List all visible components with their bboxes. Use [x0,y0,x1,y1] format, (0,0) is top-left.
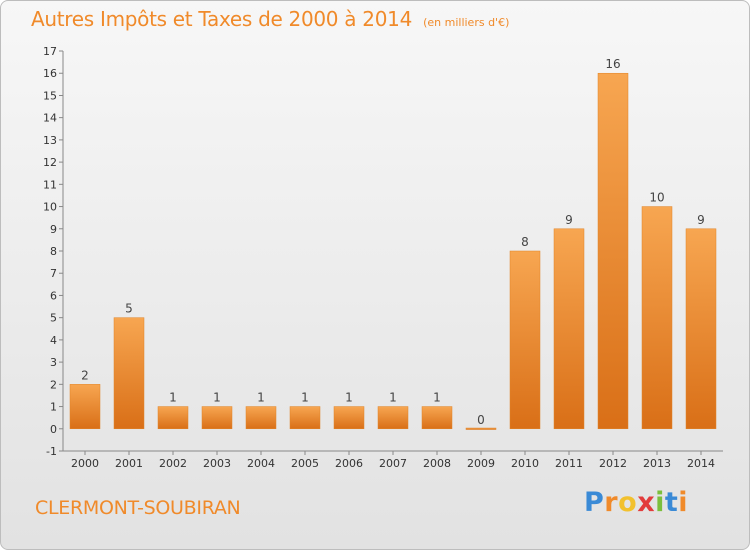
x-tick-label: 2008 [423,457,451,470]
commune-name: CLERMONT-SOUBIRAN [35,497,241,519]
bar [333,406,365,430]
bar-value-label: 16 [605,57,620,71]
bar [377,406,409,430]
chart-title: Autres Impôts et Taxes de 2000 à 2014 [31,7,412,31]
bar-value-label: 1 [169,391,177,405]
bar-value-label: 1 [389,391,397,405]
x-tick-label: 2001 [115,457,143,470]
bar [69,384,101,430]
bar-value-label: 1 [433,391,441,405]
bar-value-label: 5 [125,302,133,316]
y-tick-label: 17 [43,45,57,58]
brand-logo-letter: x [637,487,656,518]
bar [245,406,277,430]
y-tick-label: 11 [43,178,57,191]
bar [641,206,673,430]
bar [465,427,497,430]
y-tick-label: 0 [50,423,57,436]
x-tick-label: 2006 [335,457,363,470]
x-tick-label: 2003 [203,457,231,470]
bar-value-label: 1 [257,391,265,405]
chart-unit-note: (en milliers d'€) [423,16,510,29]
bar-value-label: 2 [81,368,89,382]
bar-value-label: 9 [565,213,573,227]
y-tick-label: 14 [43,112,57,125]
x-tick-label: 2009 [467,457,495,470]
bar [509,250,541,430]
x-tick-label: 2000 [71,457,99,470]
brand-logo-letter: r [604,487,619,518]
y-tick-label: 6 [50,289,57,302]
x-tick-label: 2007 [379,457,407,470]
x-tick-label: 2004 [247,457,275,470]
bar-value-label: 9 [697,213,705,227]
y-tick-label: 7 [50,267,57,280]
y-tick-label: 4 [50,334,57,347]
bar [157,406,189,430]
bar-value-label: 1 [345,391,353,405]
bar-value-label: 10 [649,191,664,205]
x-tick-label: 2010 [511,457,539,470]
bar [421,406,453,430]
brand-logo[interactable]: Proxiti [584,487,688,518]
x-tick-label: 2014 [687,457,715,470]
bar [553,228,585,430]
x-tick-label: 2012 [599,457,627,470]
x-tick-label: 2005 [291,457,319,470]
bar-value-label: 1 [301,391,309,405]
bar-value-label: 1 [213,391,221,405]
y-tick-label: 1 [50,401,57,414]
brand-logo-letter: i [678,487,689,518]
bar-value-label: 8 [521,235,529,249]
x-tick-label: 2002 [159,457,187,470]
x-tick-label: 2013 [643,457,671,470]
brand-logo-letter: i [655,487,665,518]
bar [289,406,321,430]
y-tick-label: 13 [43,134,57,147]
bar-value-label: 0 [477,413,485,427]
bars [69,72,717,430]
brand-logo-letter: o [618,487,638,518]
brand-logo-letter: t [664,487,679,518]
y-tick-label: 16 [43,67,57,80]
y-tick-label: 3 [50,356,57,369]
bar [685,228,717,430]
bar [597,72,629,430]
bar [113,317,145,430]
title-row: Autres Impôts et Taxes de 2000 à 2014 (e… [31,7,509,31]
y-tick-label: 8 [50,245,57,258]
y-tick-label: 5 [50,312,57,325]
y-tick-label: 12 [43,156,57,169]
x-tick-label: 2011 [555,457,583,470]
y-tick-label: 15 [43,89,57,102]
y-tick-label: 9 [50,223,57,236]
bar [201,406,233,430]
y-tick-label: 2 [50,378,57,391]
y-tick-label: -1 [46,445,57,458]
y-tick-label: 10 [43,201,57,214]
brand-logo-letter: P [584,487,605,518]
